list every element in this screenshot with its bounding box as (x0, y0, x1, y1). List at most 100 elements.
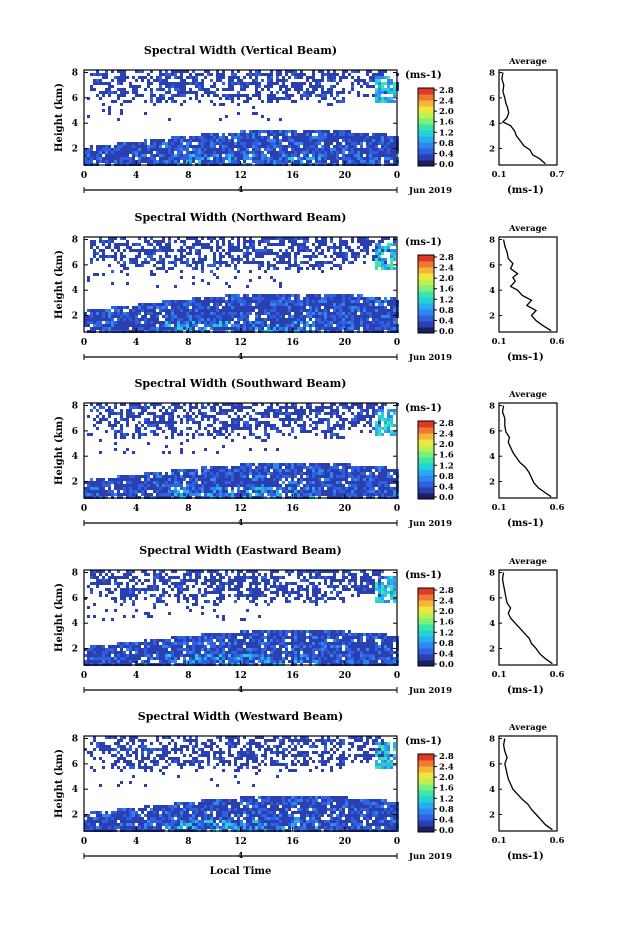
heatmap-cell (129, 261, 132, 264)
heatmap-cell (246, 294, 249, 297)
heatmap-cell (258, 145, 261, 148)
heatmap-cell (216, 451, 219, 454)
heatmap-cell (240, 490, 243, 493)
heatmap-cell (252, 112, 255, 115)
heatmap-cell (345, 487, 348, 490)
heatmap-cell (237, 466, 240, 469)
heatmap-cell (237, 261, 240, 264)
heatmap-cell (159, 73, 162, 76)
heatmap-cell (231, 261, 234, 264)
heatmap-cell (306, 246, 309, 249)
heatmap-cell (186, 493, 189, 496)
heatmap-cell (342, 145, 345, 148)
heatmap-cell (204, 406, 207, 409)
heatmap-cell (186, 421, 189, 424)
heatmap-cell (387, 160, 390, 163)
heatmap-cell (261, 463, 264, 466)
heatmap-cell (360, 430, 363, 433)
heatmap-cell (207, 487, 210, 490)
heatmap-cell (345, 243, 348, 246)
heatmap-cell (174, 300, 177, 303)
heatmap-cell (228, 160, 231, 163)
heatmap-cell (90, 246, 93, 249)
heatmap-cell (210, 475, 213, 478)
heatmap-cell (243, 145, 246, 148)
heatmap-cell (108, 109, 111, 112)
heatmap-cell (87, 324, 90, 327)
colorbar-tick-label: 1.2 (439, 295, 454, 305)
heatmap-cell (99, 160, 102, 163)
heatmap-cell (204, 415, 207, 418)
heatmap-cell (309, 324, 312, 327)
heatmap-cell (330, 136, 333, 139)
heatmap-cell (357, 79, 360, 82)
heatmap-cell (252, 478, 255, 481)
heatmap-cell (306, 148, 309, 151)
heatmap-cell (177, 88, 180, 91)
heatmap-cell (384, 148, 387, 151)
heatmap-cell (138, 415, 141, 418)
heatmap-cell (282, 97, 285, 100)
heatmap-cell (189, 327, 192, 330)
heatmap-cell (276, 160, 279, 163)
heatmap-cell (90, 318, 93, 321)
heatmap-cell (273, 252, 276, 255)
heatmap-cell (135, 88, 138, 91)
heatmap-cell (150, 145, 153, 148)
heatmap-cell (264, 142, 267, 145)
heatmap-cell (99, 487, 102, 490)
heatmap-cell (120, 145, 123, 148)
heatmap-cell (114, 154, 117, 157)
heatmap-cell (234, 427, 237, 430)
heatmap-cell (165, 484, 168, 487)
heatmap-cell (204, 133, 207, 136)
heatmap-cell (360, 297, 363, 300)
heatmap-cell (171, 100, 174, 103)
heatmap-cell (237, 237, 240, 240)
heatmap-cell (111, 321, 114, 324)
heatmap-cell (327, 315, 330, 318)
heatmap-cell (186, 427, 189, 430)
heatmap-cell (237, 246, 240, 249)
heatmap-cell (348, 315, 351, 318)
heatmap-cell (102, 493, 105, 496)
heatmap-cell (123, 306, 126, 309)
heatmap-cell (333, 148, 336, 151)
heatmap-cell (123, 94, 126, 97)
heatmap-cell (324, 154, 327, 157)
heatmap-cell (126, 312, 129, 315)
heatmap-cell (138, 309, 141, 312)
heatmap-cell (237, 249, 240, 252)
heatmap-cell (117, 157, 120, 160)
heatmap-cell (264, 306, 267, 309)
heatmap-cell (210, 139, 213, 142)
heatmap-cell (336, 415, 339, 418)
heatmap-cell (360, 481, 363, 484)
heatmap-cell (225, 252, 228, 255)
heatmap-cell (144, 76, 147, 79)
heatmap-cell (147, 318, 150, 321)
heatmap-cell (138, 303, 141, 306)
heatmap-cell (372, 136, 375, 139)
heatmap-cell (333, 409, 336, 412)
heatmap-cell (261, 318, 264, 321)
heatmap-cell (297, 424, 300, 427)
heatmap-cell (174, 481, 177, 484)
heatmap-cell (201, 415, 204, 418)
heatmap-cell (279, 237, 282, 240)
heatmap-cell (225, 139, 228, 142)
heatmap-cell (390, 88, 393, 91)
heatmap-cell (102, 273, 105, 276)
heatmap-cell (96, 73, 99, 76)
heatmap-cell (168, 240, 171, 243)
heatmap-cell (345, 469, 348, 472)
heatmap-cell (102, 484, 105, 487)
heatmap-cell (357, 294, 360, 297)
heatmap-cell (183, 240, 186, 243)
heatmap-cell (246, 306, 249, 309)
heatmap-cell (228, 321, 231, 324)
heatmap-cell (225, 309, 228, 312)
heatmap-cell (327, 148, 330, 151)
heatmap-cell (297, 297, 300, 300)
